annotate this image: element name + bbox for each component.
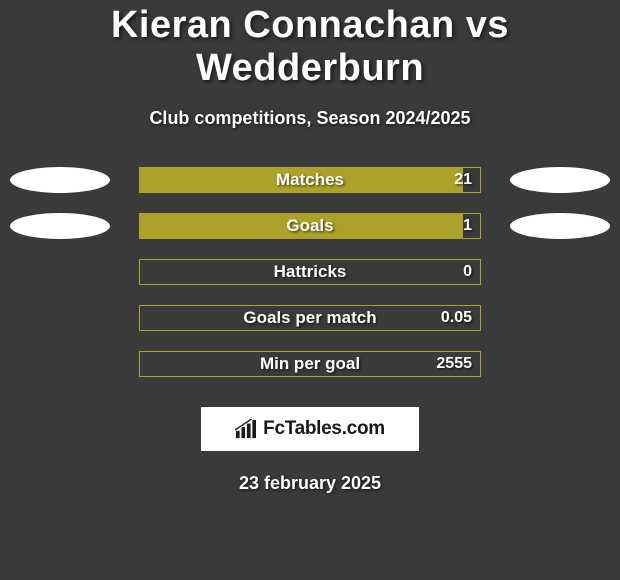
stat-value: 1 (463, 217, 472, 235)
stat-bar: Min per goal2555 (139, 351, 481, 377)
ellipse-left (10, 167, 110, 193)
page-title: Kieran Connachan vs Wedderburn (0, 4, 620, 90)
ellipse-right (510, 167, 610, 193)
stat-row: Goals per match0.05 (0, 305, 620, 331)
stat-bar-fill (140, 168, 463, 192)
stat-bar: Goals1 (139, 213, 481, 239)
comparison-card: Kieran Connachan vs Wedderburn Club comp… (0, 0, 620, 494)
stat-row: Min per goal2555 (0, 351, 620, 377)
stat-row: Goals1 (0, 213, 620, 239)
ellipse-right (510, 213, 610, 239)
stat-value: 2555 (436, 355, 472, 373)
stat-bar: Hattricks0 (139, 259, 481, 285)
stat-row: Matches21 (0, 167, 620, 193)
stat-bar: Goals per match0.05 (139, 305, 481, 331)
stat-rows: Matches21 Goals1 Hattricks0 Goals per match… (0, 167, 620, 377)
logo-text: FcTables.com (263, 418, 385, 440)
logo-box[interactable]: FcTables.com (201, 407, 419, 451)
stat-bar-fill (140, 214, 463, 238)
stat-row: Hattricks0 (0, 259, 620, 285)
stat-value: 0.05 (441, 309, 472, 327)
page-subtitle: Club competitions, Season 2024/2025 (0, 108, 620, 129)
stat-label: Min per goal (140, 354, 480, 374)
stat-bar: Matches21 (139, 167, 481, 193)
stat-label: Hattricks (140, 262, 480, 282)
date-line: 23 february 2025 (0, 473, 620, 494)
stat-label: Goals per match (140, 308, 480, 328)
barchart-icon (235, 419, 257, 439)
ellipse-left (10, 213, 110, 239)
stat-value: 0 (463, 263, 472, 281)
